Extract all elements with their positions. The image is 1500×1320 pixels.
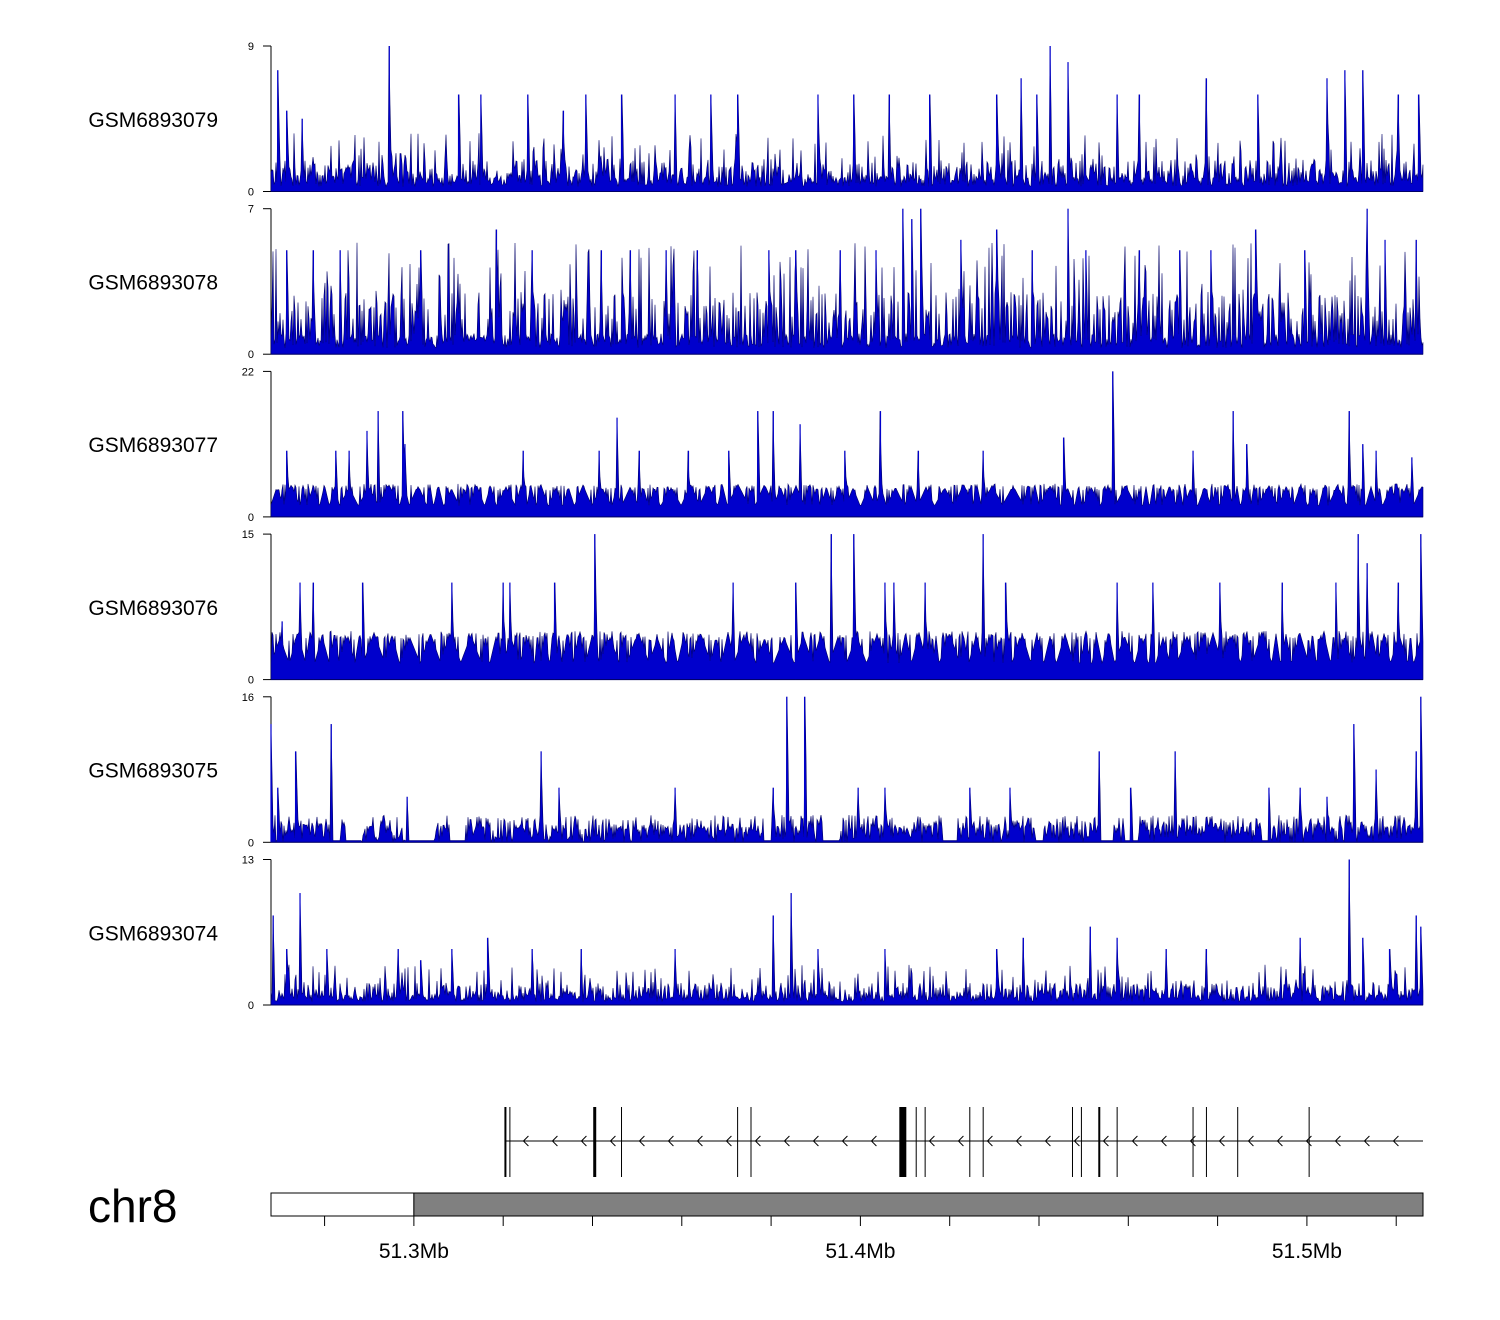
- gene-exon: [593, 1107, 597, 1177]
- strand-arrow: [1189, 1135, 1196, 1147]
- strand-arrow: [1131, 1135, 1138, 1147]
- gene-exon: [924, 1107, 926, 1177]
- genome-axis: chr8 51.3Mb 51.4Mb 51.5Mb: [88, 1180, 1424, 1263]
- gene-model-track: [504, 1107, 1423, 1177]
- gene-exon: [750, 1107, 752, 1177]
- strand-arrow: [667, 1135, 674, 1147]
- gene-exon: [1071, 1107, 1073, 1177]
- strand-arrow: [638, 1135, 645, 1147]
- strand-arrow: [812, 1135, 819, 1147]
- strand-arrow: [928, 1135, 935, 1147]
- track-label: GSM6893077: [88, 434, 218, 457]
- strand-arrow: [754, 1135, 761, 1147]
- gene-exon: [1205, 1107, 1207, 1177]
- track-label: GSM6893078: [88, 271, 218, 294]
- track-label: GSM6893076: [88, 597, 218, 620]
- track-label: GSM6893075: [88, 760, 218, 783]
- x-tick-label: 51.5Mb: [1272, 1240, 1342, 1263]
- gene-exon: [737, 1107, 739, 1177]
- strand-arrow: [1247, 1135, 1254, 1147]
- coverage-area: [270, 696, 1424, 844]
- strand-arrow: [1392, 1135, 1399, 1147]
- ideogram-band-filled: [413, 1192, 1424, 1217]
- gene-exon: [915, 1107, 917, 1177]
- coverage-track: GSM6893076 15 0: [88, 529, 1424, 687]
- gene-exon: [1192, 1107, 1194, 1177]
- gene-exon: [982, 1107, 984, 1177]
- coverage-area: [270, 45, 1424, 192]
- strand-arrow: [957, 1135, 964, 1147]
- strand-arrow: [522, 1135, 529, 1147]
- coverage-track: GSM6893075 16 0: [88, 692, 1424, 849]
- strand-arrow: [870, 1135, 877, 1147]
- coverage-track: GSM6893078 7 0: [88, 204, 1424, 361]
- y-tick-label: 7: [248, 204, 254, 216]
- strand-arrow: [580, 1135, 587, 1147]
- strand-arrow: [551, 1135, 558, 1147]
- strand-arrow: [783, 1135, 790, 1147]
- strand-arrow: [1044, 1135, 1051, 1147]
- strand-arrow: [696, 1135, 703, 1147]
- y-tick-label: 0: [248, 675, 254, 687]
- coverage-area: [270, 208, 1424, 355]
- gene-exon: [899, 1107, 907, 1177]
- strand-arrow: [1102, 1135, 1109, 1147]
- strand-arrow: [1218, 1135, 1225, 1147]
- gene-exon: [1308, 1107, 1310, 1177]
- strand-arrow: [609, 1135, 616, 1147]
- strand-arrow: [986, 1135, 993, 1147]
- strand-arrow: [1363, 1135, 1370, 1147]
- y-tick-label: 0: [248, 1000, 254, 1012]
- coverage-tracks: GSM689307990GSM689307870GSM6893077220GSM…: [88, 41, 1424, 1012]
- coverage-track: GSM6893074 13 0: [88, 855, 1424, 1012]
- y-tick-label: 0: [248, 512, 254, 524]
- gene-exon: [1080, 1107, 1082, 1177]
- track-label: GSM6893074: [88, 922, 218, 945]
- y-tick-label: 13: [242, 855, 254, 867]
- y-tick-label: 15: [242, 529, 254, 541]
- gene-exon: [969, 1107, 971, 1177]
- coverage-track: GSM6893079 9 0: [88, 41, 1424, 199]
- y-tick-label: 16: [242, 692, 254, 704]
- chromosome-label: chr8: [88, 1180, 177, 1232]
- strand-arrow: [841, 1135, 848, 1147]
- strand-arrow: [725, 1135, 732, 1147]
- gene-exon: [1116, 1107, 1118, 1177]
- gene-exon: [509, 1107, 511, 1177]
- strand-arrow: [1276, 1135, 1283, 1147]
- gene-exon: [621, 1107, 623, 1177]
- coverage-track: GSM6893077 22 0: [88, 366, 1424, 524]
- gene-exon: [1098, 1107, 1101, 1177]
- strand-arrow: [1305, 1135, 1312, 1147]
- y-tick-label: 0: [248, 187, 254, 199]
- y-tick-label: 0: [248, 837, 254, 849]
- x-tick-label: 51.4Mb: [825, 1240, 895, 1263]
- coverage-area: [270, 534, 1424, 680]
- track-label: GSM6893079: [88, 109, 218, 132]
- ideogram-band-unfilled: [270, 1192, 415, 1217]
- strand-arrow: [1334, 1135, 1341, 1147]
- x-tick-label: 51.3Mb: [379, 1240, 449, 1263]
- gene-exon: [1237, 1107, 1239, 1177]
- coverage-area: [270, 859, 1424, 1006]
- strand-arrow: [1015, 1135, 1022, 1147]
- coverage-area: [270, 371, 1424, 518]
- gene-exon: [504, 1107, 507, 1177]
- y-tick-label: 22: [242, 366, 254, 378]
- y-tick-label: 0: [248, 349, 254, 361]
- strand-arrow: [1073, 1135, 1080, 1147]
- strand-arrow: [1160, 1135, 1167, 1147]
- y-tick-label: 9: [248, 41, 254, 53]
